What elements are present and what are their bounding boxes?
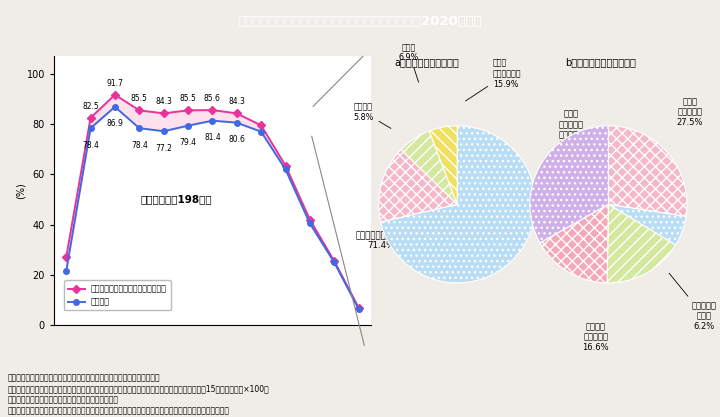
労働力率 xyxy=(86,126,95,131)
Text: 出産・
育児のため
27.5%: 出産・ 育児のため 27.5% xyxy=(677,97,703,127)
労働力率 xyxy=(233,120,241,125)
労働力率 xyxy=(135,126,143,131)
労働力率＋就業希望者の対人口割合 xyxy=(62,255,71,260)
労働力率＋就業希望者の対人口割合 xyxy=(233,111,241,116)
Text: 非正規の職員・従業員
71.4%: 非正規の職員・従業員 71.4% xyxy=(356,231,407,250)
Text: （備考）１．総務省「労働力調査（詳細集計）」（令和２年）より作成。: （備考）１．総務省「労働力調査（詳細集計）」（令和２年）より作成。 xyxy=(7,373,160,382)
労働力率 xyxy=(257,129,266,134)
Text: 就業希望者：198万人: 就業希望者：198万人 xyxy=(140,195,212,205)
Text: Ｉ－２－９図　女性の就業希望者の内訳（令和２（2020）年）: Ｉ－２－９図 女性の就業希望者の内訳（令和２（2020）年） xyxy=(238,15,482,28)
Text: 91.7: 91.7 xyxy=(107,79,123,88)
Text: 79.4: 79.4 xyxy=(179,138,197,147)
労働力率＋就業希望者の対人口割合 xyxy=(111,92,120,97)
労働力率＋就業希望者の対人口割合 xyxy=(257,123,266,128)
Text: 自営業主
5.8%: 自営業主 5.8% xyxy=(354,103,391,128)
労働力率＋就業希望者の対人口割合 xyxy=(86,116,95,121)
労働力率 xyxy=(184,123,192,128)
Text: ３．「自営業主」には，「内職者」を含む。: ３．「自営業主」には，「内職者」を含む。 xyxy=(7,395,118,404)
Line: 労働力率: 労働力率 xyxy=(63,104,361,311)
Text: その他
16.6%: その他 16.6% xyxy=(582,224,609,244)
労働力率 xyxy=(282,167,290,172)
Wedge shape xyxy=(608,126,687,216)
Text: ２．労働力率＋就業希望者の対人口割合は，（「労働力人口」＋「就業希望者」）／「15歳以上人口」×100。: ２．労働力率＋就業希望者の対人口割合は，（「労働力人口」＋「就業希望者」）／「1… xyxy=(7,384,269,393)
労働力率 xyxy=(62,269,71,274)
労働力率 xyxy=(208,118,217,123)
Text: b．求職していない理由別: b．求職していない理由別 xyxy=(566,58,636,68)
Text: 81.4: 81.4 xyxy=(204,133,221,142)
Y-axis label: (%): (%) xyxy=(15,182,25,199)
労働力率＋就業希望者の対人口割合 xyxy=(135,108,143,113)
Text: 78.4: 78.4 xyxy=(82,141,99,150)
Wedge shape xyxy=(379,149,457,222)
労働力率 xyxy=(111,104,120,109)
Text: その他
6.9%: その他 6.9% xyxy=(399,43,419,82)
Text: 85.6: 85.6 xyxy=(204,94,221,103)
労働力率＋就業希望者の対人口割合 xyxy=(208,108,217,113)
労働力率＋就業希望者の対人口割合 xyxy=(184,108,192,113)
Wedge shape xyxy=(608,204,686,245)
Text: a．希望する就業形態別: a．希望する就業形態別 xyxy=(394,58,459,68)
Text: 84.3: 84.3 xyxy=(156,98,172,106)
Text: 適当な
仕事があり
そうにない
33.2%: 適当な 仕事があり そうにない 33.2% xyxy=(558,110,585,150)
Line: 労働力率＋就業希望者の対人口割合: 労働力率＋就業希望者の対人口割合 xyxy=(63,92,361,310)
Text: 86.9: 86.9 xyxy=(107,119,123,128)
Text: 正規の
職員・従業員
15.9%: 正規の 職員・従業員 15.9% xyxy=(465,59,521,101)
労働力率＋就業希望者の対人口割合 xyxy=(282,163,290,168)
Wedge shape xyxy=(607,204,675,283)
労働力率 xyxy=(305,221,314,226)
Wedge shape xyxy=(429,126,457,204)
労働力率 xyxy=(330,260,338,265)
労働力率 xyxy=(354,306,363,311)
Text: 介護・看護
のため
6.2%: 介護・看護 のため 6.2% xyxy=(669,273,716,331)
Text: 健康上の
理由のため
16.6%: 健康上の 理由のため 16.6% xyxy=(582,322,609,352)
Text: 80.6: 80.6 xyxy=(228,135,246,144)
Text: 85.5: 85.5 xyxy=(131,94,148,103)
労働力率＋就業希望者の対人口割合 xyxy=(330,259,338,264)
Text: 77.2: 77.2 xyxy=(156,144,172,153)
Wedge shape xyxy=(540,204,608,283)
労働力率＋就業希望者の対人口割合 xyxy=(305,217,314,222)
労働力率＋就業希望者の対人口割合 xyxy=(159,111,168,116)
Text: 78.4: 78.4 xyxy=(131,141,148,150)
Legend: 労働力率＋就業希望者の対人口割合, 労働力率: 労働力率＋就業希望者の対人口割合, 労働力率 xyxy=(64,280,171,311)
Text: 85.5: 85.5 xyxy=(179,94,197,103)
Wedge shape xyxy=(381,126,536,283)
Text: 84.3: 84.3 xyxy=(228,98,246,106)
労働力率＋就業希望者の対人口割合 xyxy=(354,305,363,310)
Text: 82.5: 82.5 xyxy=(82,102,99,111)
Text: ４．割合は，希望する就業形態別内訳及び求職していない理由別内訳の合計に占める割合を示す。: ４．割合は，希望する就業形態別内訳及び求職していない理由別内訳の合計に占める割合… xyxy=(7,406,229,415)
Wedge shape xyxy=(401,131,457,204)
労働力率 xyxy=(159,129,168,134)
Wedge shape xyxy=(530,126,608,243)
